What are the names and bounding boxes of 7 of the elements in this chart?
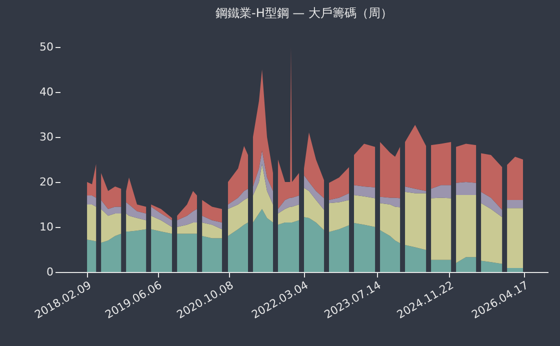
y-tick-label: 20 — [40, 176, 54, 188]
y-tick-label: 0 — [46, 266, 54, 278]
y-tick-label: 40 — [40, 86, 54, 98]
y-tick-label: 50 — [40, 40, 54, 54]
chart-title: 鋼鐵業-H型鋼 — 大戶籌碼（周） — [216, 6, 392, 20]
y-tick-label: 10 — [40, 220, 54, 234]
y-tick-label: 30 — [40, 130, 54, 144]
